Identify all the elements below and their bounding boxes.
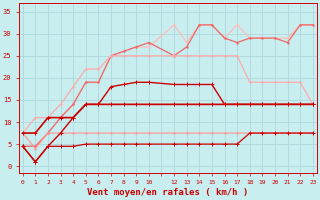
X-axis label: Vent moyen/en rafales ( km/h ): Vent moyen/en rafales ( km/h )	[87, 188, 248, 197]
